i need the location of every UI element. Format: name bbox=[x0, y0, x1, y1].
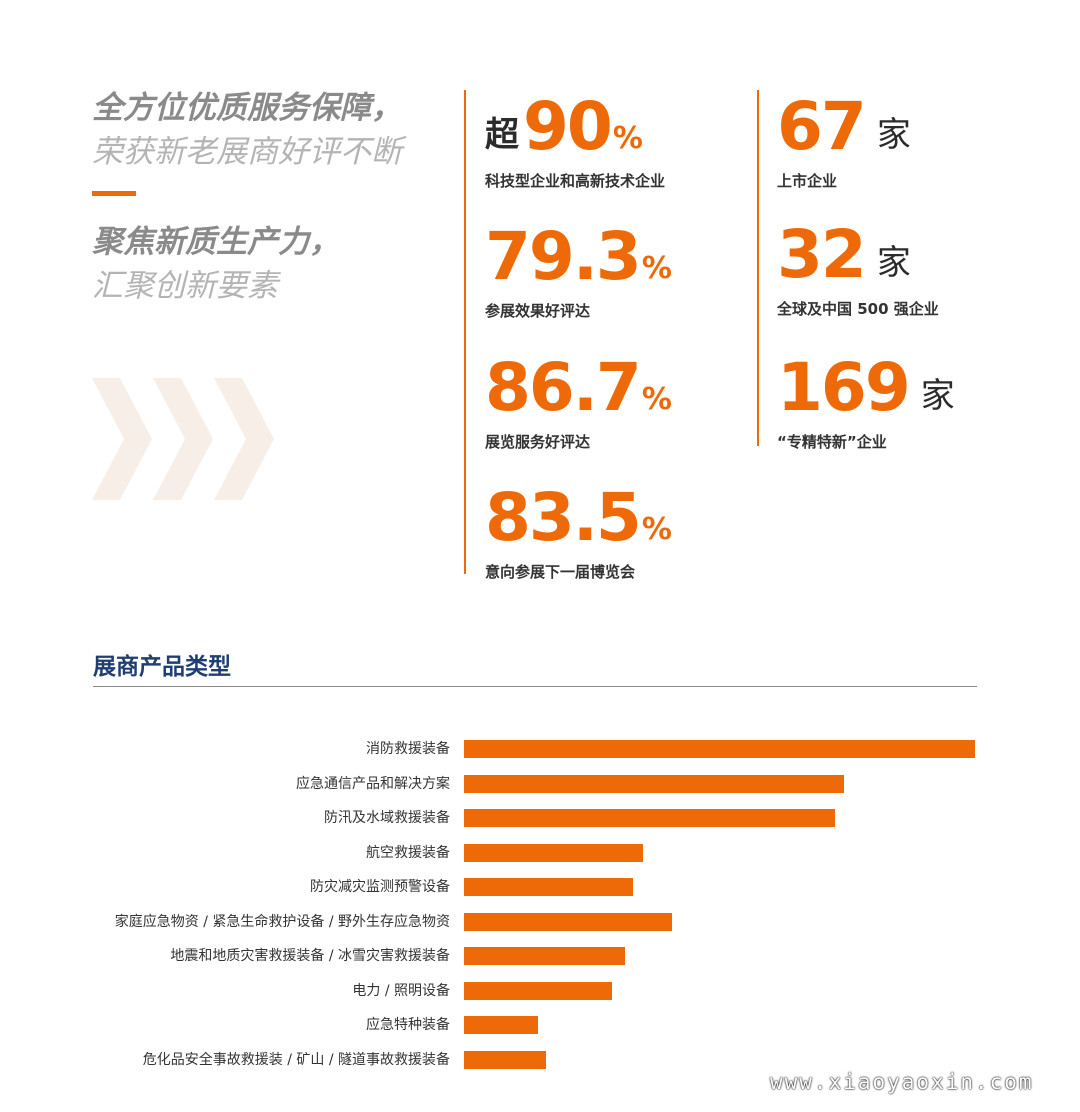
slogan-line-2: 荣获新老展商好评不断 bbox=[92, 134, 402, 170]
stat-tech-enterprises: 超 90 % 科技型企业和高新技术企业 bbox=[485, 94, 665, 191]
stat-top500: 32 家 全球及中国 500 强企业 bbox=[777, 222, 939, 319]
watermark: www.xiaoyaoxin.com bbox=[770, 1070, 1034, 1094]
stat-next-intent: 83.5 % 意向参展下一届博览会 bbox=[485, 485, 672, 582]
bar-label: 防灾减灾监测预警设备 bbox=[310, 879, 450, 895]
bar-label: 危化品安全事故救援装 / 矿山 / 隧道事故救援装备 bbox=[142, 1051, 450, 1068]
stat-number: 32 bbox=[777, 216, 867, 293]
bar bbox=[464, 774, 844, 793]
bar bbox=[464, 1016, 539, 1034]
stat-desc: “专精特新”企业 bbox=[777, 433, 887, 451]
bar-label: 航空救援装备 bbox=[366, 844, 450, 861]
stat-number: 169 bbox=[777, 349, 911, 426]
stat-specialized: 169 家 “专精特新”企业 bbox=[777, 355, 955, 452]
stat-suffix: % bbox=[641, 251, 672, 286]
stat-suffix: % bbox=[612, 121, 643, 156]
slogan-line-3: 聚焦新质生产力， bbox=[92, 224, 340, 260]
stat-suffix: % bbox=[641, 512, 672, 547]
stat-number: 79.3 bbox=[485, 218, 642, 295]
bar bbox=[464, 878, 633, 896]
stat-desc: 意向参展下一届博览会 bbox=[485, 563, 636, 581]
bar-label: 消防救援装备 bbox=[366, 741, 450, 757]
bar bbox=[464, 809, 836, 827]
stat-number: 90 bbox=[523, 88, 613, 165]
slogan-line-4: 汇聚创新要素 bbox=[92, 268, 278, 304]
slogan-line-1: 全方位优质服务保障， bbox=[92, 90, 402, 126]
stat-exhibit-effect: 79.3 % 参展效果好评达 bbox=[485, 224, 672, 321]
stat-desc: 科技型企业和高新技术企业 bbox=[485, 172, 666, 190]
stat-desc: 上市企业 bbox=[777, 172, 838, 190]
stat-unit: 家 bbox=[876, 243, 911, 283]
stats-divider-right bbox=[757, 90, 759, 446]
bar bbox=[464, 843, 643, 862]
section-rule bbox=[93, 686, 977, 687]
stat-desc: 参展效果好评达 bbox=[485, 302, 591, 320]
stat-prefix: 超 bbox=[485, 115, 519, 155]
section-title: 展商产品类型 bbox=[93, 654, 231, 680]
stat-unit: 家 bbox=[920, 376, 955, 416]
bar-label: 应急通信产品和解决方案 bbox=[296, 775, 450, 792]
stat-number: 67 bbox=[777, 88, 867, 165]
bar bbox=[464, 912, 672, 931]
bar bbox=[464, 1050, 546, 1069]
stat-number: 83.5 bbox=[485, 479, 642, 556]
bar bbox=[464, 740, 975, 758]
bar-label: 防汛及水域救援装备 bbox=[324, 810, 450, 826]
stat-desc: 全球及中国 500 强企业 bbox=[777, 300, 939, 318]
stat-number: 86.7 bbox=[485, 349, 642, 426]
bar-label: 家庭应急物资 / 紧急生命救护设备 / 野外生存应急物资 bbox=[114, 913, 450, 930]
bar-label: 应急特种装备 bbox=[366, 1017, 450, 1033]
stat-unit: 家 bbox=[876, 115, 911, 155]
stats-divider-left bbox=[464, 90, 466, 574]
bar bbox=[464, 947, 625, 965]
stat-service-rating: 86.7 % 展览服务好评达 bbox=[485, 355, 672, 452]
bar-label: 地震和地质灾害救援装备 / 冰雪灾害救援装备 bbox=[170, 948, 450, 964]
stat-desc: 展览服务好评达 bbox=[485, 433, 591, 451]
bar bbox=[464, 981, 613, 1000]
stat-listed-companies: 67 家 上市企业 bbox=[777, 94, 911, 191]
stat-suffix: % bbox=[641, 382, 672, 417]
chevron-arrows-icon bbox=[92, 378, 274, 500]
accent-dash bbox=[92, 191, 136, 196]
bar-label: 电力 / 照明设备 bbox=[352, 982, 450, 999]
